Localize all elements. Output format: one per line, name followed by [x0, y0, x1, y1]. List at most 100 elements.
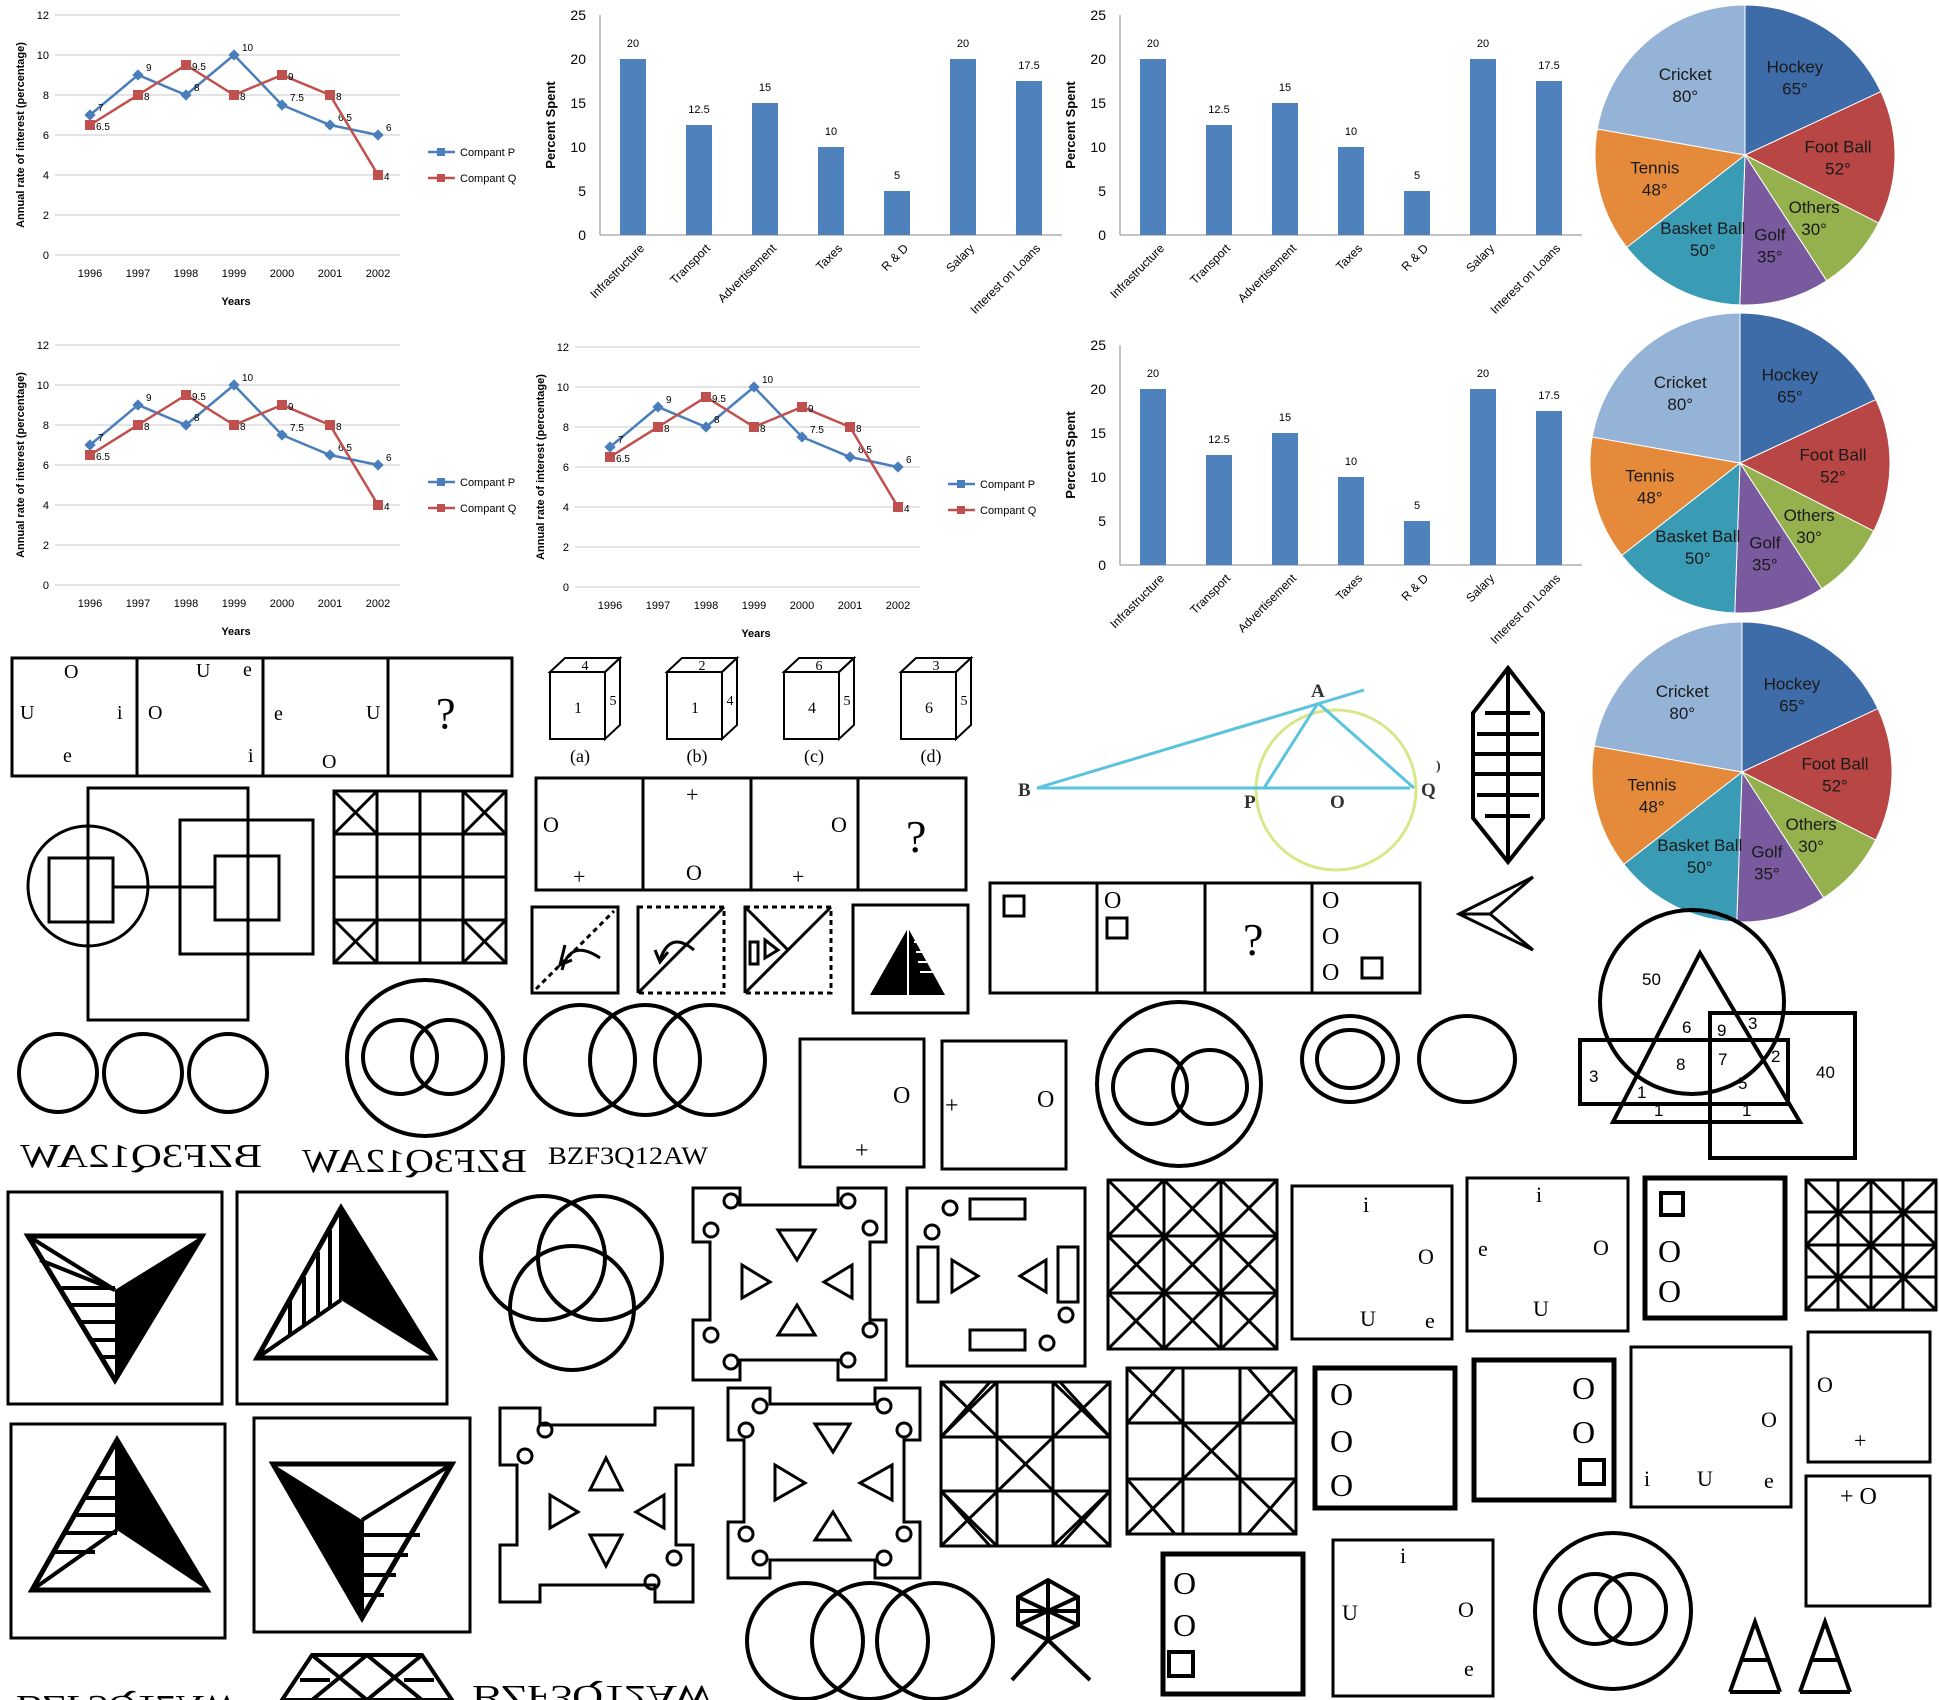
grid-figure [332, 789, 508, 965]
svg-text:2: 2 [1771, 1047, 1780, 1066]
pattern-frames [498, 1186, 1087, 1604]
data-point [229, 420, 239, 430]
bar-value-label: 20 [957, 38, 969, 50]
y-tick-label: 2 [563, 542, 569, 554]
bar [1016, 81, 1042, 235]
svg-text:6: 6 [1682, 1018, 1691, 1037]
line-chart: 0 2 4 6 8 10 12 1996 1997 1998 1999 2000 2001 2002 Yea… [0, 0, 517, 310]
slice-name-label: Basket Ball [1660, 219, 1745, 238]
series-letter: U [366, 702, 381, 724]
y-tick-label: 5 [1098, 183, 1106, 199]
x-axis-label: Years [221, 296, 250, 308]
slice-name-label: Hockey [1764, 675, 1821, 694]
x-axis-label: Years [741, 628, 770, 640]
svg-text:5: 5 [1738, 1074, 1747, 1093]
data-label: 7.5 [810, 425, 824, 436]
category-label: Interest on Loans [1488, 571, 1563, 646]
bar-value-label: 15 [759, 82, 771, 94]
category-label: Interest on Loans [1488, 241, 1563, 316]
data-label: 9 [288, 402, 294, 413]
y-axis-label: Annual rate of interest (percentage) [15, 42, 27, 228]
data-point [229, 90, 239, 100]
plus-o-boxes [798, 1037, 1068, 1171]
line-chart: 0 2 4 6 8 10 12 1996 1997 1998 1999 2000 2001 2002 Yea… [520, 332, 1037, 642]
svg-text:1: 1 [1637, 1083, 1646, 1102]
y-tick-label: 15 [1090, 95, 1106, 111]
x-tick-label: 1996 [78, 598, 102, 610]
svg-text:e: e [1464, 1656, 1474, 1681]
category-label: Taxes [1333, 571, 1365, 603]
slice-value-label: 48° [1639, 797, 1665, 816]
slice-name-label: Basket Ball [1655, 527, 1740, 546]
data-label: 8 [240, 92, 246, 103]
y-tick-label: 6 [43, 460, 49, 472]
bar [1536, 411, 1562, 565]
category-label: Transport [1187, 571, 1233, 617]
data-label: 7.5 [290, 423, 304, 434]
category-label: Infrastructure [1107, 241, 1167, 301]
data-label: 8 [714, 415, 720, 426]
data-point [797, 402, 807, 412]
plus-o-series [534, 776, 968, 892]
data-point [653, 422, 663, 432]
x-tick-label: 1999 [222, 598, 246, 610]
data-label: 9 [146, 393, 152, 404]
pie-slice [1738, 398, 1891, 532]
bar [1140, 59, 1166, 235]
y-tick-label: 8 [563, 422, 569, 434]
y-tick-label: 8 [43, 90, 49, 102]
svg-text:?: ? [906, 811, 926, 862]
legend-label: Compant Q [460, 173, 517, 185]
pie-slice [1593, 621, 1743, 773]
svg-text:U: U [1697, 1466, 1713, 1491]
slice-value-label: 50° [1687, 858, 1713, 877]
point-label: P [1244, 792, 1256, 813]
svg-text:i: i [1363, 1192, 1369, 1217]
category-label: Transport [667, 241, 713, 287]
bar [1338, 147, 1364, 235]
bar-value-label: 10 [1345, 456, 1357, 468]
data-point [325, 420, 335, 430]
slice-name-label: Hockey [1762, 366, 1819, 385]
three-circle-venn [479, 1194, 664, 1372]
y-axis-label: Percent Spent [1063, 81, 1078, 169]
y-tick-label: 0 [43, 250, 49, 262]
slice-name-label: Golf [1754, 226, 1785, 245]
die-caption: (c) [804, 746, 824, 767]
svg-text:40: 40 [1816, 1063, 1835, 1082]
y-tick-label: 12 [37, 10, 49, 22]
x-tick-label: 1996 [598, 600, 622, 612]
x-tick-label: 2000 [790, 600, 814, 612]
plus-o-text: O + + O O + ? [543, 782, 926, 889]
bar [1470, 59, 1496, 235]
slice-name-label: Others [1786, 815, 1837, 834]
bar-value-label: 20 [627, 38, 639, 50]
category-label: Infrastructure [587, 241, 647, 301]
svg-text:+: + [573, 864, 585, 889]
die-top-number: 3 [933, 659, 940, 674]
slice-name-label: Others [1784, 506, 1835, 525]
y-tick-label: 10 [1090, 469, 1106, 485]
data-point [228, 49, 240, 61]
slice-value-label: 35° [1754, 865, 1780, 884]
series-letter: e [63, 745, 72, 767]
svg-text:U: U [1533, 1296, 1549, 1321]
y-tick-label: 20 [570, 51, 586, 67]
die-caption: (d) [921, 746, 942, 767]
data-label: 9.5 [192, 62, 206, 73]
bar [1140, 389, 1166, 565]
bar [1470, 389, 1496, 565]
bar-value-label: 5 [1414, 500, 1420, 512]
svg-text:O: O [1322, 960, 1339, 986]
pie-slice [1734, 461, 1823, 614]
data-point [181, 60, 191, 70]
question-mark: ? [436, 689, 456, 738]
slice-name-label: Foot Ball [1799, 446, 1866, 465]
circles-figures [17, 978, 1517, 1168]
svg-text:3: 3 [1589, 1067, 1598, 1086]
bar-value-label: 12.5 [1208, 104, 1229, 116]
y-tick-label: 4 [43, 500, 49, 512]
data-point [373, 170, 383, 180]
data-point [701, 392, 711, 402]
